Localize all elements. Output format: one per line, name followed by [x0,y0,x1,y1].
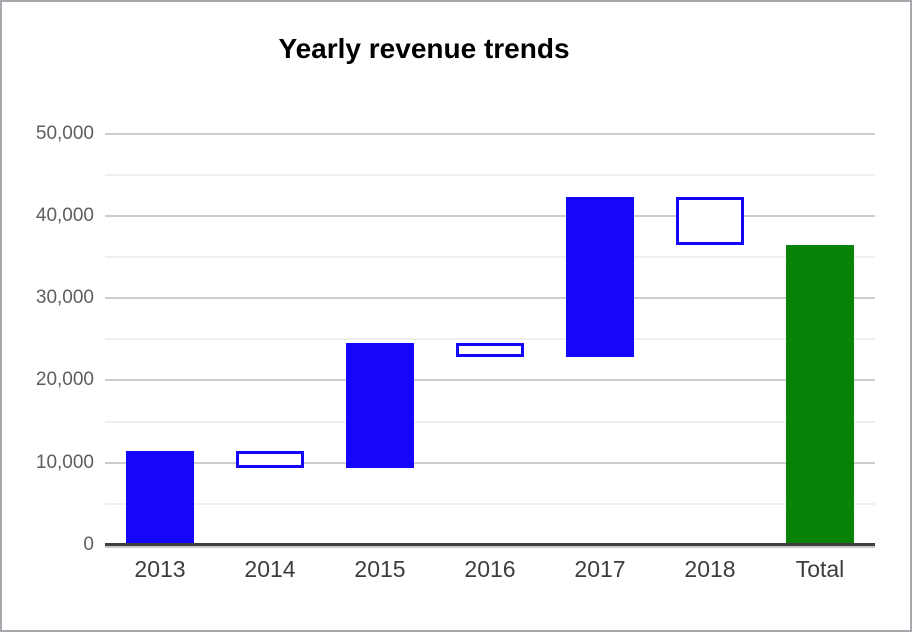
minor-gridline [105,255,875,258]
y-axis: 0 10,000 20,000 30,000 40,000 50,000 [2,2,94,630]
waterfall-bar-2018[interactable] [676,196,744,245]
y-axis-tick-label: 0 [83,534,94,555]
waterfall-bar-2013[interactable] [126,451,194,545]
x-axis-tick-label: 2016 [464,556,516,582]
y-axis-tick-label: 20,000 [35,369,94,391]
major-gridline [105,379,875,382]
y-axis-tick-label: 10,000 [35,451,94,473]
major-gridline [105,132,875,135]
x-axis-tick-label: 2017 [574,556,626,582]
minor-gridline [105,338,875,341]
x-axis-line [105,543,875,548]
plot-area [105,2,875,630]
waterfall-bar-2014[interactable] [236,451,304,469]
minor-gridline [105,173,875,176]
x-axis-tick-label: Total [795,556,845,582]
x-axis-tick-label: 2013 [134,556,186,582]
waterfall-bar-2016[interactable] [456,343,524,357]
major-gridline [105,297,875,300]
major-gridline [105,214,875,217]
x-axis-tick-label: 2014 [244,556,296,582]
waterfall-bar-total[interactable] [786,244,854,545]
y-axis-tick-label: 30,000 [35,287,94,309]
y-axis-tick-label: 40,000 [35,204,94,226]
x-axis-tick-label: 2015 [354,556,406,582]
minor-gridline [105,420,875,423]
minor-gridline [105,502,875,505]
waterfall-bar-2017[interactable] [566,196,634,357]
major-gridline [105,461,875,464]
y-axis-tick-label: 50,000 [35,122,94,144]
chart-title: Yearly revenue trends [278,33,570,64]
waterfall-bar-2015[interactable] [346,343,414,469]
x-axis-tick-label: 2018 [684,556,736,582]
